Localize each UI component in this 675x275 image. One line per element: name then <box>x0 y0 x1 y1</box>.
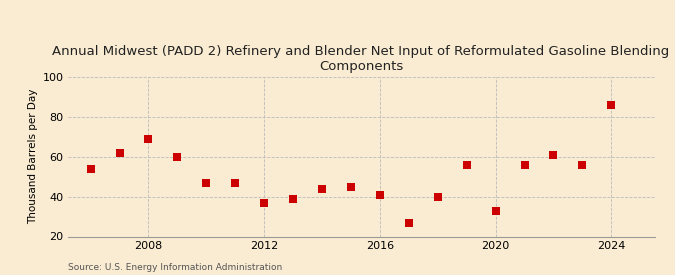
Point <box>230 180 241 185</box>
Point <box>433 194 443 199</box>
Point <box>490 208 501 213</box>
Point <box>201 180 212 185</box>
Point <box>114 150 125 155</box>
Point <box>172 155 183 159</box>
Point <box>85 166 96 171</box>
Point <box>577 163 588 167</box>
Point <box>548 153 559 157</box>
Point <box>143 137 154 141</box>
Point <box>461 163 472 167</box>
Point <box>606 103 617 107</box>
Point <box>375 192 385 197</box>
Title: Annual Midwest (PADD 2) Refinery and Blender Net Input of Reformulated Gasoline : Annual Midwest (PADD 2) Refinery and Ble… <box>53 45 670 73</box>
Point <box>288 196 298 201</box>
Point <box>519 163 530 167</box>
Point <box>259 200 269 205</box>
Point <box>404 220 414 225</box>
Point <box>346 185 356 189</box>
Point <box>317 186 327 191</box>
Text: Source: U.S. Energy Information Administration: Source: U.S. Energy Information Administ… <box>68 263 281 272</box>
Y-axis label: Thousand Barrels per Day: Thousand Barrels per Day <box>28 89 38 224</box>
